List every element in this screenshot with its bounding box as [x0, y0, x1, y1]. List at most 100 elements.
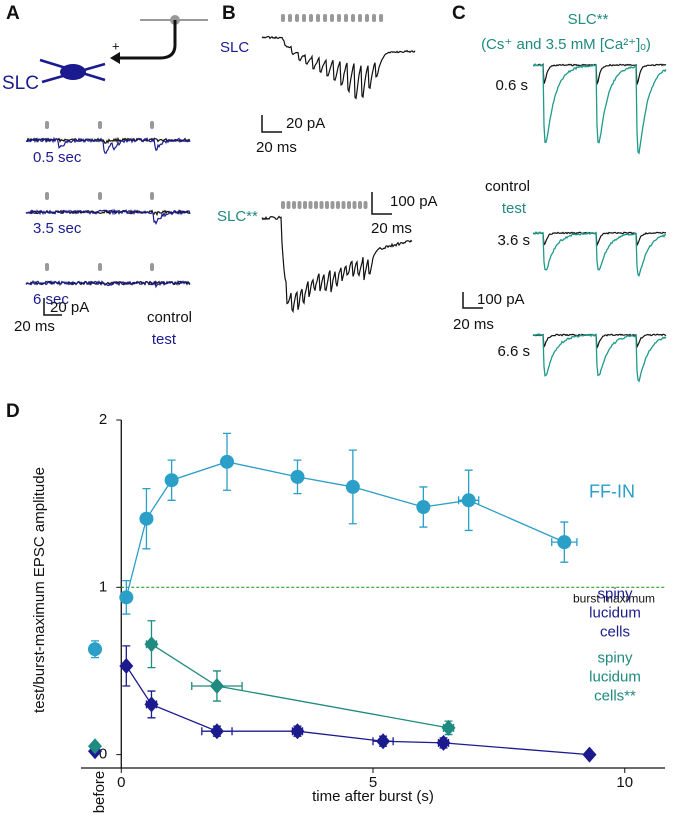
stimulus-marker	[325, 201, 329, 209]
data-point	[416, 500, 431, 514]
interval-label: 6 sec	[33, 291, 69, 308]
y-tick-label: 1	[99, 578, 107, 595]
stimulus-marker	[302, 14, 306, 22]
series-label: spiny lucidum cells	[589, 585, 641, 641]
stimulus-marker	[365, 14, 369, 22]
series-line	[125, 461, 565, 598]
legend-test: test	[502, 200, 527, 217]
scale-label: 20 ms	[371, 220, 412, 237]
stimulus-marker	[330, 14, 334, 22]
cell-label: SLC**	[568, 11, 609, 28]
arrow	[118, 20, 177, 60]
trace	[532, 333, 667, 383]
trace	[532, 333, 667, 350]
y-tick-label: 0	[99, 746, 107, 763]
stimulus-marker	[352, 201, 357, 209]
stimulus-marker	[150, 192, 154, 200]
stimulus-marker	[330, 201, 335, 209]
stimulus-marker	[45, 121, 49, 129]
interval-label: 0.5 sec	[33, 149, 82, 166]
legend-control: control	[147, 309, 192, 326]
data-point	[139, 511, 154, 526]
data-point	[119, 657, 134, 674]
scale-label: 20 ms	[14, 318, 55, 335]
data-point	[345, 479, 360, 494]
panel-label: D	[6, 401, 20, 422]
data-point	[144, 636, 159, 653]
scale-label: 100 pA	[390, 193, 438, 210]
data-point	[209, 723, 224, 740]
y-axis-label: test/burst-maximum EPSC amplitude	[31, 467, 48, 713]
legend-test: test	[152, 331, 177, 348]
data-point	[290, 469, 305, 484]
stimulus-marker	[336, 201, 340, 209]
data-point	[220, 454, 234, 469]
trace	[261, 215, 413, 314]
stimulus-marker	[344, 14, 348, 22]
x-tick-label: 5	[369, 774, 377, 791]
stimulus-marker	[341, 201, 346, 209]
data-point	[119, 590, 134, 605]
stimulus-marker	[297, 201, 302, 209]
x-tick-label: 0	[117, 774, 125, 791]
stimulus-marker	[308, 201, 313, 209]
stimulus-marker	[150, 121, 154, 129]
legend-control: control	[485, 178, 530, 195]
scale-label: 20 ms	[256, 139, 297, 156]
stimulus-marker	[281, 201, 285, 209]
stimulus-marker	[316, 14, 320, 22]
data-point	[164, 473, 179, 488]
stimulus-marker	[45, 263, 49, 271]
data-point	[376, 733, 391, 750]
stimulus-marker	[351, 14, 355, 22]
series-label: FF-IN	[589, 481, 635, 502]
panel-label: B	[222, 3, 236, 24]
data-point	[88, 738, 102, 755]
scale-bar	[261, 115, 282, 133]
scale-bar	[371, 192, 392, 215]
before-label: before	[91, 771, 108, 814]
stimulus-marker	[314, 201, 318, 209]
stimulus-marker	[292, 201, 296, 209]
trace	[261, 35, 416, 100]
data-point	[461, 493, 476, 508]
stimulus-marker	[288, 14, 292, 22]
stimulus-marker	[98, 192, 102, 200]
y-tick-label: 2	[99, 411, 107, 428]
data-point	[209, 678, 224, 695]
scale-bar	[462, 292, 483, 309]
stimulus-marker	[372, 14, 376, 22]
trace	[532, 231, 667, 277]
scale-label: 20 ms	[453, 316, 494, 333]
stimulus-marker	[379, 14, 383, 22]
data-point	[144, 696, 159, 713]
cell-label: SLC**	[217, 208, 258, 225]
stimulus-marker	[98, 263, 102, 271]
stimulus-marker	[303, 201, 307, 209]
stimulus-marker	[363, 201, 368, 209]
data-point	[557, 535, 572, 550]
trace	[532, 63, 667, 87]
stimulus-marker	[337, 14, 341, 22]
scale-label: 20 pA	[286, 115, 325, 132]
panel-label: C	[452, 3, 466, 24]
reference-label: burst maximum	[573, 591, 655, 605]
stimulus-marker	[323, 14, 327, 22]
x-tick-label: 10	[616, 774, 633, 791]
data-point	[88, 642, 102, 657]
stimulus-marker	[319, 201, 324, 209]
trace	[532, 231, 667, 248]
stimulus-marker	[358, 201, 362, 209]
stimulus-marker	[309, 14, 313, 22]
stimulus-marker	[45, 192, 49, 200]
stimulus-marker	[358, 14, 362, 22]
data-point	[290, 723, 305, 740]
stimulus-marker	[347, 201, 351, 209]
scale-label: 20 pA	[50, 299, 89, 316]
stimulus-marker	[150, 263, 154, 271]
cell-label: SLC	[2, 73, 39, 94]
series-line	[125, 665, 590, 756]
interval-label: 3.6 s	[497, 232, 530, 249]
interval-label: 6.6 s	[497, 343, 530, 360]
